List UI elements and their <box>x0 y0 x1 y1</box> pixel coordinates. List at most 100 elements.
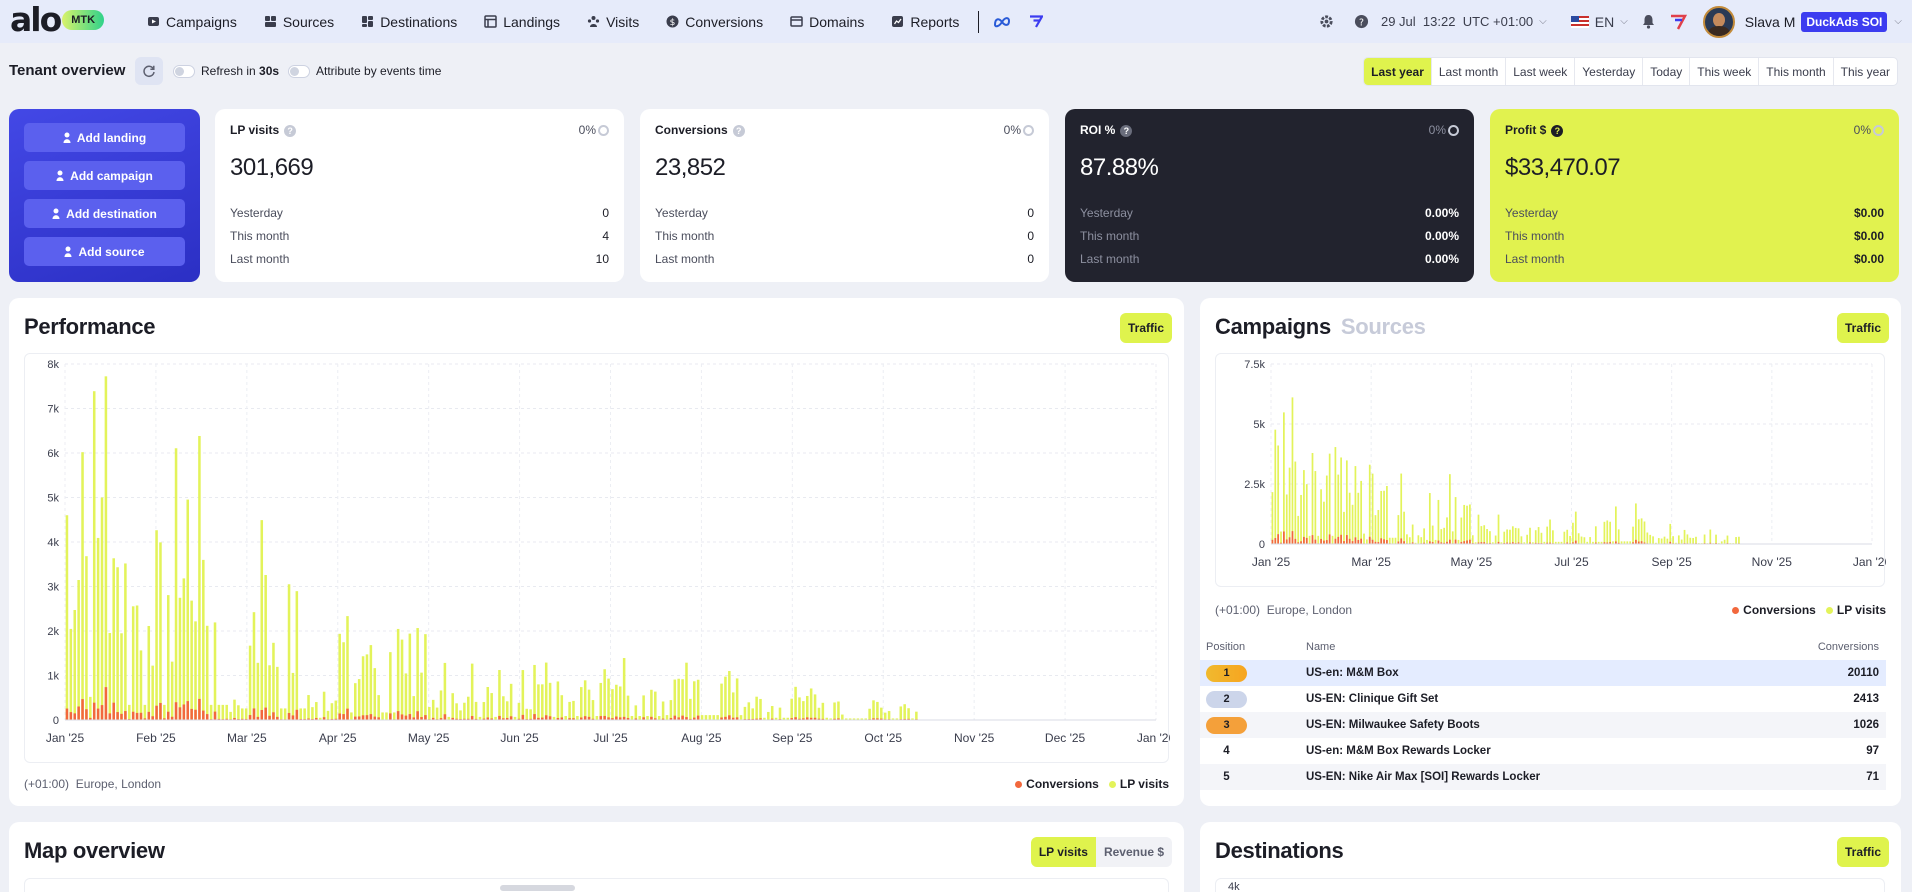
conversions-bar[interactable] <box>338 713 341 720</box>
lp-visits-bar[interactable] <box>1374 515 1377 544</box>
conversions-bar[interactable] <box>544 715 548 720</box>
conversions-bar[interactable] <box>295 709 299 720</box>
period-today[interactable]: Today <box>1643 58 1691 85</box>
conversions-bar[interactable] <box>287 713 291 720</box>
lp-visits-bar[interactable] <box>467 696 470 720</box>
lp-visits-bar[interactable] <box>194 621 197 720</box>
conversions-bar[interactable] <box>116 712 119 720</box>
lp-visits-bar[interactable] <box>903 704 906 720</box>
lp-visits-bar[interactable] <box>396 628 400 720</box>
lp-visits-bar[interactable] <box>1360 480 1363 544</box>
settings-icon[interactable] <box>1319 14 1334 29</box>
map-canvas[interactable] <box>24 878 1169 892</box>
conversions-bar[interactable] <box>1534 542 1537 544</box>
lp-visits-bar[interactable] <box>689 698 692 720</box>
lp-visits-bar[interactable] <box>1572 522 1574 544</box>
nav-item-conversions[interactable]: $ Conversions <box>666 14 763 30</box>
lp-visits-bar[interactable] <box>311 707 314 720</box>
conversions-bar[interactable] <box>537 717 540 720</box>
lp-visits-bar[interactable] <box>611 689 614 720</box>
conversions-bar[interactable] <box>1380 538 1383 544</box>
lp-visits-bar[interactable] <box>1480 526 1483 544</box>
conversions-bar[interactable] <box>1574 540 1577 544</box>
conversions-bar[interactable] <box>439 718 443 720</box>
avatar[interactable] <box>1702 5 1735 38</box>
lp-visits-bar[interactable] <box>385 712 388 720</box>
conversions-bar[interactable] <box>615 716 618 720</box>
lp-visits-bar[interactable] <box>1291 397 1294 544</box>
lp-visits-bar[interactable] <box>802 701 805 720</box>
conversions-bar[interactable] <box>455 718 458 720</box>
conversions-bar[interactable] <box>315 718 318 720</box>
conversions-bar[interactable] <box>591 718 595 720</box>
lp-visits-bar[interactable] <box>1503 531 1506 544</box>
lp-visits-bar[interactable] <box>603 669 606 720</box>
refresh-button[interactable] <box>135 57 163 85</box>
conversions-bar[interactable] <box>1643 542 1646 544</box>
conversions-bar[interactable] <box>400 714 404 720</box>
lp-visits-bar[interactable] <box>1557 541 1560 544</box>
lp-visits-bar[interactable] <box>1294 461 1297 544</box>
conversions-bar[interactable] <box>572 718 575 720</box>
auto-refresh-toggle[interactable]: Refresh in 30s <box>173 64 279 78</box>
lp-visits-bar[interactable] <box>1454 497 1457 544</box>
lp-visits-bar[interactable] <box>1660 538 1663 544</box>
conversions-bar[interactable] <box>1397 541 1400 544</box>
lp-visits-bar[interactable] <box>404 673 408 720</box>
lp-visits-bar[interactable] <box>813 694 817 720</box>
lp-visits-bar[interactable] <box>272 642 275 720</box>
conversions-bar[interactable] <box>798 718 801 720</box>
lp-visits-bar[interactable] <box>693 681 696 720</box>
lp-visits-bar[interactable] <box>1540 532 1543 544</box>
lp-visits-bar[interactable] <box>794 686 797 720</box>
lp-visits-bar[interactable] <box>837 701 840 720</box>
lp-visits-bar[interactable] <box>1583 537 1586 544</box>
lp-visits-bar[interactable] <box>439 690 443 720</box>
lp-visits-bar[interactable] <box>381 712 384 720</box>
lp-visits-bar[interactable] <box>712 715 716 720</box>
conversions-bar[interactable] <box>139 712 143 720</box>
conversions-bar[interactable] <box>599 716 603 720</box>
lp-visits-bar[interactable] <box>291 672 295 720</box>
conversions-bar[interactable] <box>521 714 525 720</box>
lp-visits-bar[interactable] <box>677 678 680 720</box>
lp-visits-bar[interactable] <box>392 712 396 720</box>
period-this-week[interactable]: This week <box>1690 58 1760 85</box>
lp-visits-bar[interactable] <box>151 665 154 720</box>
lp-visits-bar[interactable] <box>642 695 645 720</box>
lp-visits-bar[interactable] <box>1620 541 1623 544</box>
lp-visits-bar[interactable] <box>1617 529 1620 544</box>
lp-visits-bar[interactable] <box>1497 514 1500 544</box>
lp-visits-bar[interactable] <box>1511 526 1514 544</box>
conversions-bar[interactable] <box>354 716 357 720</box>
conversions-bar[interactable] <box>100 705 104 720</box>
lp-visits-bar[interactable] <box>389 652 392 720</box>
conversions-bar[interactable] <box>334 718 338 720</box>
conversions-bar[interactable] <box>1509 542 1511 544</box>
lp-visits-bar[interactable] <box>1514 527 1517 544</box>
lp-visits-bar[interactable] <box>1366 539 1368 544</box>
lp-visits-bar[interactable] <box>1529 527 1531 544</box>
lp-visits-bar[interactable] <box>724 676 727 720</box>
lp-visits-bar[interactable] <box>1391 537 1394 544</box>
performance-traffic-button[interactable]: Traffic <box>1119 313 1172 343</box>
lp-visits-bar[interactable] <box>92 391 96 720</box>
lp-visits-bar[interactable] <box>486 687 490 720</box>
conversions-bar[interactable] <box>673 715 677 720</box>
conversions-bar[interactable] <box>689 718 692 720</box>
conversions-bar[interactable] <box>1511 542 1514 544</box>
conversions-bar[interactable] <box>120 713 123 720</box>
conversions-bar[interactable] <box>681 715 684 720</box>
nav-item-destinations[interactable]: Destinations <box>361 14 457 30</box>
lp-visits-bar[interactable] <box>1552 530 1554 544</box>
lp-visits-bar[interactable] <box>369 645 373 720</box>
nav-item-reports[interactable]: Reports <box>891 14 959 30</box>
conversions-bar[interactable] <box>1368 536 1371 544</box>
lp-visits-bar[interactable] <box>790 698 793 720</box>
lp-visits-bar[interactable] <box>182 578 186 720</box>
lp-visits-bar[interactable] <box>1494 535 1497 544</box>
lp-visits-bar[interactable] <box>1280 531 1282 544</box>
lp-visits-bar[interactable] <box>525 708 528 720</box>
lp-visits-bar[interactable] <box>1368 464 1371 544</box>
lp-visits-bar[interactable] <box>1566 529 1569 544</box>
